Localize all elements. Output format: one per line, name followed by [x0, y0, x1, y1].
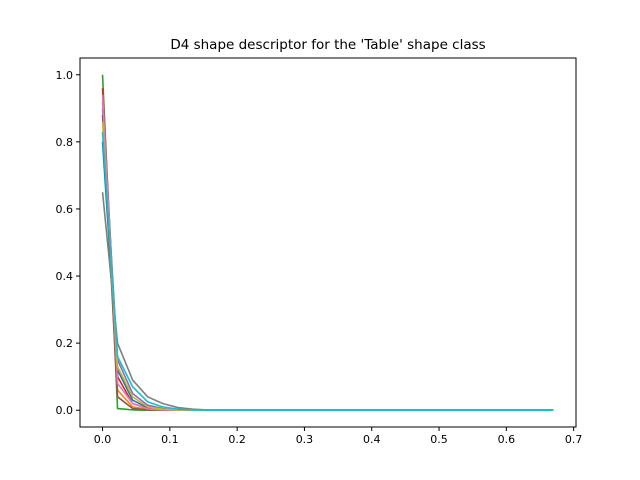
y-tick-label: 0.0: [56, 404, 74, 417]
x-tick-label: 0.6: [498, 433, 516, 446]
x-tick-label: 0.1: [161, 433, 179, 446]
series-line-8: [101, 192, 554, 412]
series-line-5: [101, 108, 554, 412]
y-tick-label: 1.0: [56, 69, 74, 82]
plot-lines: [101, 74, 554, 412]
y-axis: 0.0 0.2 0.4 0.6 0.8 1.0: [56, 69, 80, 417]
x-tick-label: 0.4: [363, 433, 381, 446]
y-tick-label: 0.4: [56, 270, 74, 283]
series-line-10: [101, 131, 554, 412]
x-tick-label: 0.7: [565, 433, 583, 446]
x-tick-label: 0.3: [296, 433, 314, 446]
x-tick-label: 0.5: [430, 433, 448, 446]
plot-frame: [79, 57, 577, 428]
x-tick-label: 0.2: [228, 433, 246, 446]
x-axis: 0.0 0.1 0.2 0.3 0.4 0.5 0.6 0.7: [94, 427, 583, 446]
series-line-6: [101, 114, 554, 412]
series-line-7: [101, 94, 554, 412]
chart-title: D4 shape descriptor for the 'Table' shap…: [170, 37, 485, 53]
series-line-4: [101, 88, 554, 412]
y-tick-label: 0.2: [56, 337, 74, 350]
y-tick-label: 0.6: [56, 203, 74, 216]
series-line-2: [101, 101, 554, 412]
x-tick-label: 0.0: [94, 433, 112, 446]
series-line-1: [101, 141, 554, 412]
y-tick-label: 0.8: [56, 136, 74, 149]
series-line-9: [101, 121, 554, 412]
series-line-3: [101, 74, 554, 412]
